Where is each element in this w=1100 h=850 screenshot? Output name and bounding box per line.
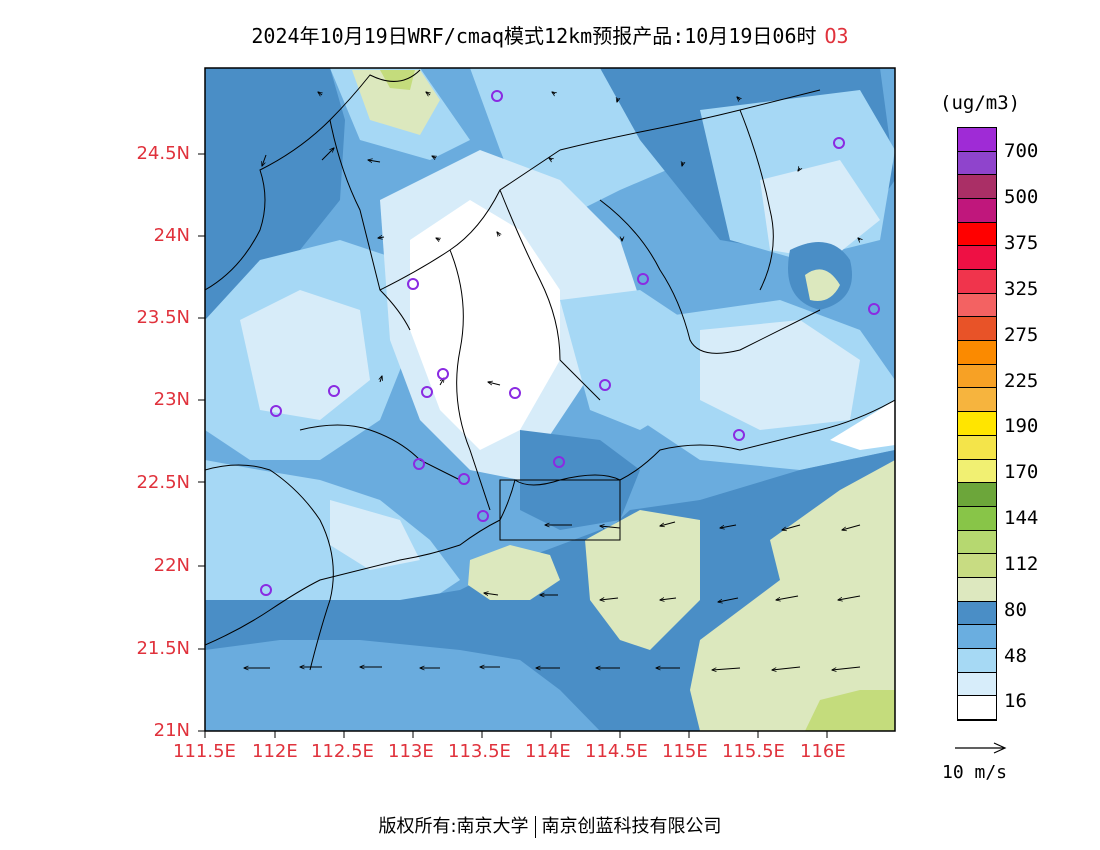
lon-label: 112E [252, 741, 298, 762]
station-marker [868, 303, 880, 315]
legend-color-cell [958, 293, 996, 318]
station-marker [491, 90, 503, 102]
concentration-field [205, 68, 895, 731]
legend-color-cell [958, 270, 996, 294]
legend-color-cell [958, 554, 996, 578]
legend-color-cell [958, 625, 996, 649]
station-marker [833, 137, 845, 149]
legend-label: 16 [1004, 690, 1027, 712]
station-marker [477, 510, 489, 522]
legend-color-cell [958, 388, 996, 413]
legend-color-cell [958, 435, 996, 460]
lat-label: 23N [153, 389, 190, 410]
legend-label: 700 [1004, 140, 1039, 162]
legend-color-cell [958, 483, 996, 507]
lat-label: 23.5N [136, 307, 190, 328]
legend-label: 112 [1004, 553, 1039, 575]
station-marker [733, 429, 745, 441]
legend-color-cell [958, 341, 996, 365]
lon-label: 115E [662, 741, 708, 762]
lon-label: 114.5E [585, 741, 648, 762]
legend-units: (ug/m3) [940, 92, 1021, 114]
legend-color-cell [958, 151, 996, 176]
station-marker [413, 458, 425, 470]
lat-label: 22.5N [136, 472, 190, 493]
lon-label: 114E [525, 741, 571, 762]
station-marker [260, 584, 272, 596]
map-title: 2024年10月19日WRF/cmaq模式12km预报产品:10月19日06时 O… [0, 20, 1100, 49]
lat-label: 24.5N [136, 143, 190, 164]
station-marker [599, 379, 611, 391]
legend-color-cell [958, 199, 996, 223]
lon-label: 115.5E [722, 741, 785, 762]
legend-color-cell [958, 459, 996, 484]
legend-label: 144 [1004, 507, 1039, 529]
wind-vectors [244, 92, 860, 670]
legend-color-cell [958, 364, 996, 389]
boundary-lines [205, 69, 895, 671]
footer-separator [534, 816, 536, 838]
legend-label: 375 [1004, 232, 1039, 254]
legend-label: 190 [1004, 415, 1039, 437]
legend-label: 325 [1004, 278, 1039, 300]
copyright-footer: 版权所有:南京大学 南京创蓝科技有限公司 [0, 812, 1100, 838]
station-marker [270, 405, 282, 417]
legend-label: 275 [1004, 324, 1039, 346]
monitoring-stations [260, 90, 880, 596]
station-marker [637, 273, 649, 285]
legend-label: 170 [1004, 461, 1039, 483]
station-marker [328, 385, 340, 397]
legend-color-cell [958, 246, 996, 271]
axis-ticks [198, 153, 828, 738]
station-marker [553, 456, 565, 468]
pollutant-species: O3 [824, 24, 849, 48]
station-marker [509, 387, 521, 399]
legend-color-cell [958, 577, 996, 602]
legend-color-cell [958, 175, 996, 200]
lat-label: 21.5N [136, 638, 190, 659]
color-legend [957, 127, 997, 721]
wind-reference-arrow [955, 742, 1007, 754]
title-text: 2024年10月19日WRF/cmaq模式12km预报产品:10月19日06时 [251, 24, 817, 48]
legend-color-cell [958, 128, 996, 152]
lon-label: 116E [800, 741, 846, 762]
lat-label: 24N [153, 225, 190, 246]
legend-color-cell [958, 530, 996, 555]
wind-reference-label: 10 m/s [942, 762, 1008, 783]
legend-color-cell [958, 601, 996, 626]
lat-label: 22N [153, 555, 190, 576]
lon-label: 111.5E [173, 741, 236, 762]
station-marker [421, 386, 433, 398]
legend-label: 500 [1004, 186, 1039, 208]
legend-color-cell [958, 412, 996, 436]
legend-label: 80 [1004, 599, 1027, 621]
lon-label: 113.5E [448, 741, 511, 762]
legend-color-cell [958, 222, 996, 247]
station-marker [437, 368, 449, 380]
station-marker [407, 278, 419, 290]
station-marker [458, 473, 470, 485]
lat-label: 21N [153, 720, 190, 741]
lon-label: 112.5E [311, 741, 374, 762]
lon-label: 113E [388, 741, 434, 762]
copyright-text: 版权所有:南京大学 [378, 816, 529, 837]
legend-color-cell [958, 672, 996, 697]
company-name: 南京创蓝科技有限公司 [541, 816, 722, 837]
legend-color-cell [958, 506, 996, 531]
legend-color-cell [958, 648, 996, 673]
legend-label: 225 [1004, 370, 1039, 392]
legend-color-cell [958, 317, 996, 342]
legend-color-cell [958, 696, 996, 720]
legend-label: 48 [1004, 645, 1027, 667]
